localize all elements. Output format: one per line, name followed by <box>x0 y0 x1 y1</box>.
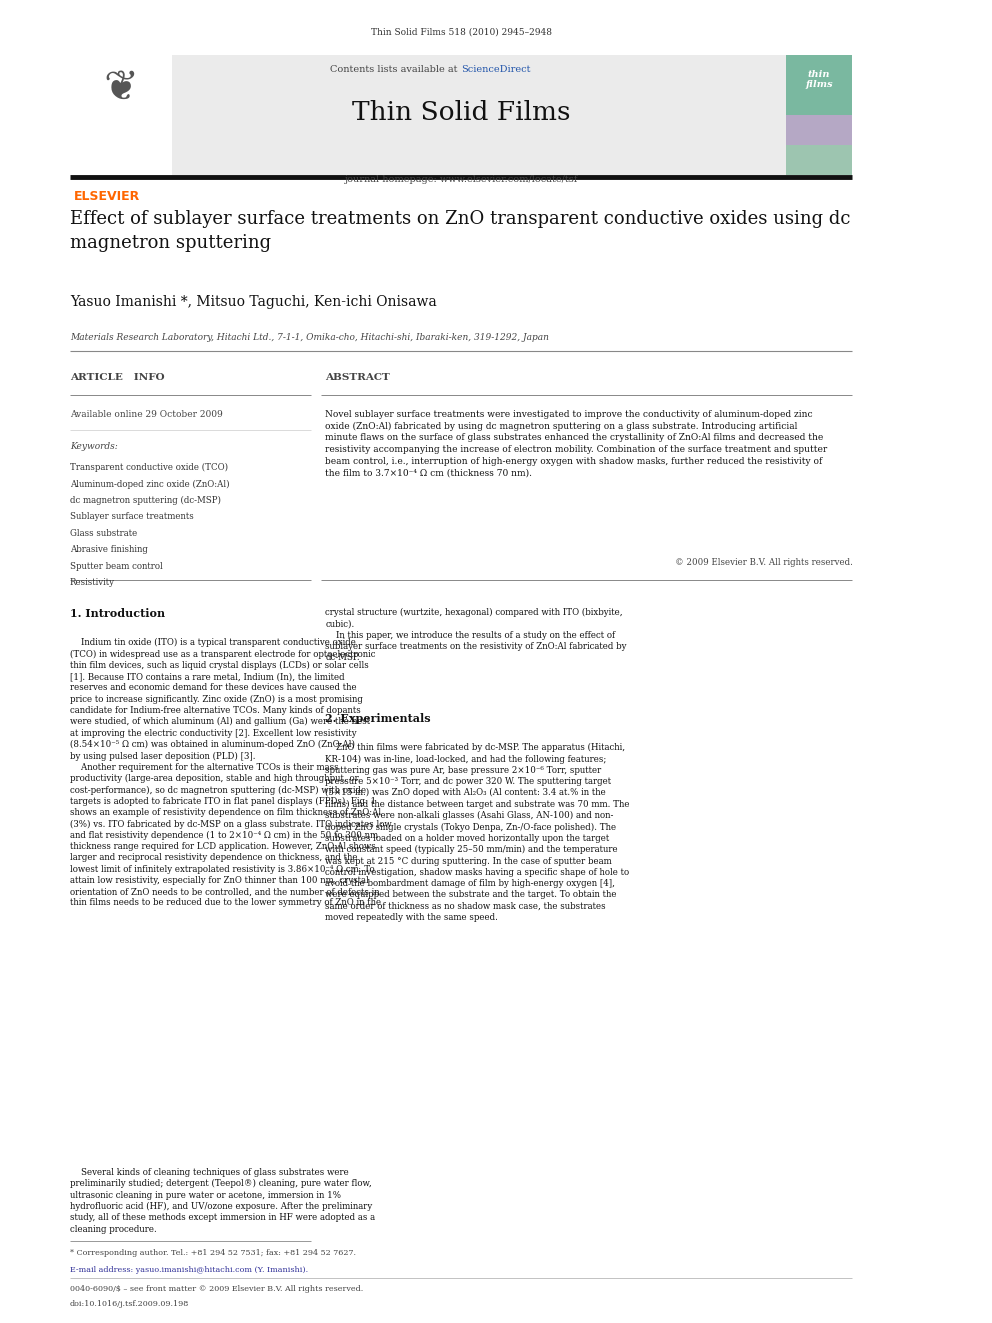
Text: crystal structure (wurtzite, hexagonal) compared with ITO (bixbyite,
cubic).
   : crystal structure (wurtzite, hexagonal) … <box>325 609 627 662</box>
Text: Thin Solid Films: Thin Solid Films <box>352 101 570 124</box>
Bar <box>786 146 852 175</box>
Bar <box>786 56 852 115</box>
Text: Glass substrate: Glass substrate <box>69 529 137 538</box>
Text: ARTICLE   INFO: ARTICLE INFO <box>69 373 165 382</box>
Bar <box>69 56 172 175</box>
Text: ELSEVIER: ELSEVIER <box>74 191 141 202</box>
Text: ZnO thin films were fabricated by dc-MSP. The apparatus (Hitachi,
KR-104) was in: ZnO thin films were fabricated by dc-MSP… <box>325 744 630 922</box>
Text: ScienceDirect: ScienceDirect <box>461 65 531 74</box>
Text: Aluminum-doped zinc oxide (ZnO:Al): Aluminum-doped zinc oxide (ZnO:Al) <box>69 479 229 488</box>
Bar <box>69 56 852 175</box>
Text: Keywords:: Keywords: <box>69 442 117 451</box>
Text: Thin Solid Films 518 (2010) 2945–2948: Thin Solid Films 518 (2010) 2945–2948 <box>371 28 552 37</box>
Text: E-mail address: yasuo.imanishi@hitachi.com (Y. Imanishi).: E-mail address: yasuo.imanishi@hitachi.c… <box>69 1266 308 1274</box>
Text: Available online 29 October 2009: Available online 29 October 2009 <box>69 410 222 419</box>
Text: journal homepage: www.elsevier.com/locate/tsf: journal homepage: www.elsevier.com/locat… <box>344 175 577 184</box>
Text: ABSTRACT: ABSTRACT <box>325 373 390 382</box>
Text: Abrasive finishing: Abrasive finishing <box>69 545 148 554</box>
Text: Sputter beam control: Sputter beam control <box>69 562 163 572</box>
Text: Resistivity: Resistivity <box>69 578 115 587</box>
Text: Sublayer surface treatments: Sublayer surface treatments <box>69 512 193 521</box>
Text: ❦: ❦ <box>103 67 138 108</box>
Bar <box>786 115 852 146</box>
Text: Transparent conductive oxide (TCO): Transparent conductive oxide (TCO) <box>69 463 228 472</box>
Text: 0040-6090/$ – see front matter © 2009 Elsevier B.V. All rights reserved.: 0040-6090/$ – see front matter © 2009 El… <box>69 1285 363 1293</box>
Text: Effect of sublayer surface treatments on ZnO transparent conductive oxides using: Effect of sublayer surface treatments on… <box>69 210 850 251</box>
Text: thin
films: thin films <box>806 70 833 89</box>
Text: * Corresponding author. Tel.: +81 294 52 7531; fax: +81 294 52 7627.: * Corresponding author. Tel.: +81 294 52… <box>69 1249 356 1257</box>
Text: Materials Research Laboratory, Hitachi Ltd., 7-1-1, Omika-cho, Hitachi-shi, Ibar: Materials Research Laboratory, Hitachi L… <box>69 333 549 343</box>
Text: dc magnetron sputtering (dc-MSP): dc magnetron sputtering (dc-MSP) <box>69 496 221 505</box>
Text: 2. Experimentals: 2. Experimentals <box>325 713 431 724</box>
Text: © 2009 Elsevier B.V. All rights reserved.: © 2009 Elsevier B.V. All rights reserved… <box>675 558 852 568</box>
Text: Several kinds of cleaning techniques of glass substrates were
preliminarily stud: Several kinds of cleaning techniques of … <box>69 1168 375 1233</box>
Text: Indium tin oxide (ITO) is a typical transparent conductive oxide
(TCO) in widesp: Indium tin oxide (ITO) is a typical tran… <box>69 638 392 908</box>
Text: Yasuo Imanishi *, Mitsuo Taguchi, Ken-ichi Onisawa: Yasuo Imanishi *, Mitsuo Taguchi, Ken-ic… <box>69 295 436 310</box>
Text: Contents lists available at: Contents lists available at <box>330 65 461 74</box>
Text: doi:10.1016/j.tsf.2009.09.198: doi:10.1016/j.tsf.2009.09.198 <box>69 1301 188 1308</box>
Text: 1. Introduction: 1. Introduction <box>69 609 165 619</box>
Text: Novel sublayer surface treatments were investigated to improve the conductivity : Novel sublayer surface treatments were i… <box>325 410 827 478</box>
